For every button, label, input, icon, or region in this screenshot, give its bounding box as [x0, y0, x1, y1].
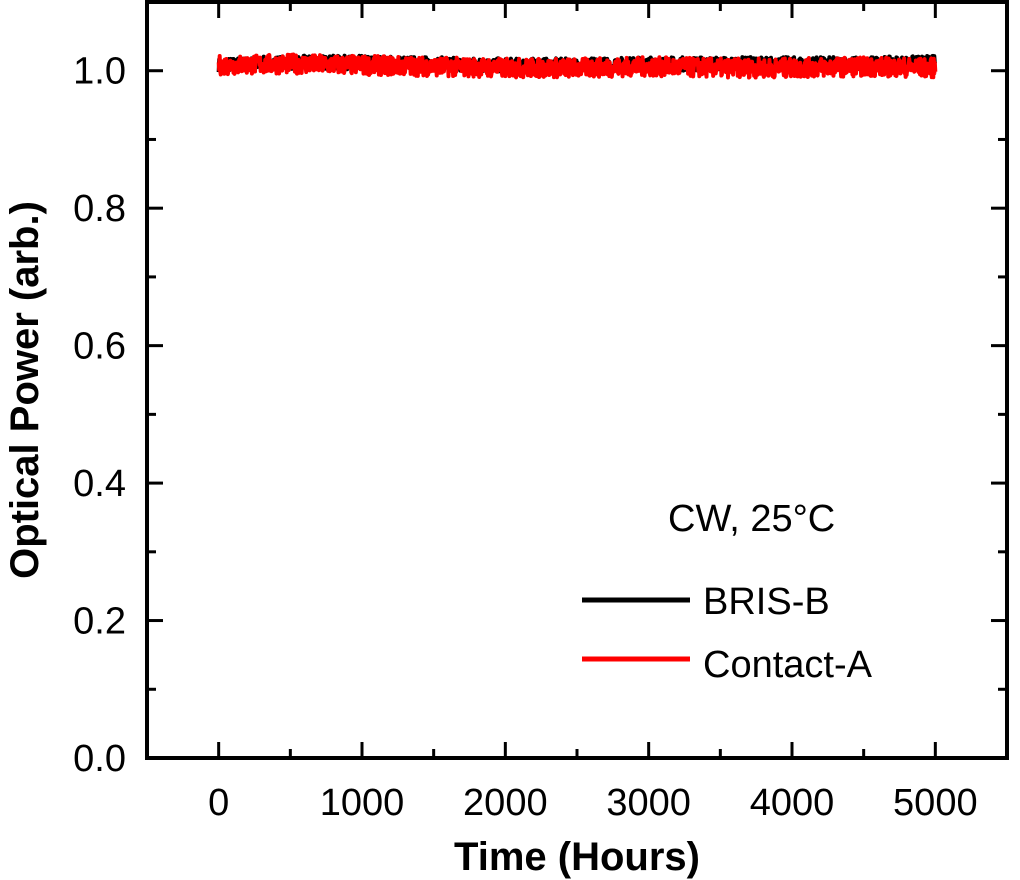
data-point — [575, 66, 579, 70]
y-tick-label: 1.0 — [73, 51, 126, 93]
legend-label-bris-b: BRIS-B — [703, 581, 830, 623]
data-point — [360, 63, 364, 67]
data-point — [647, 65, 651, 69]
ticks — [147, 2, 1007, 760]
y-tick-label: 0.8 — [73, 188, 126, 230]
x-tick-label: 0 — [208, 782, 229, 824]
series-noise-trace — [216, 52, 938, 80]
x-tick-label: 3000 — [606, 782, 691, 824]
x-axis-title: Time (Hours) — [454, 835, 700, 879]
data-point — [790, 66, 794, 70]
y-tick-label: 0.0 — [73, 738, 126, 780]
legend-label-contact-a: Contact-A — [703, 644, 873, 686]
data-point — [933, 66, 937, 70]
x-tick-label: 2000 — [463, 782, 548, 824]
x-tick-label: 5000 — [893, 782, 978, 824]
data-point — [217, 63, 221, 67]
legend: BRIS-B Contact-A — [582, 581, 873, 686]
data-point — [503, 66, 507, 70]
x-tick-label: 4000 — [750, 782, 835, 824]
y-tick-label: 0.2 — [73, 601, 126, 643]
plot-frame — [145, 0, 1009, 760]
series-contact-a — [216, 52, 938, 80]
x-tick-label: 1000 — [320, 782, 405, 824]
data-point — [432, 65, 436, 69]
data-point — [862, 65, 866, 69]
series-layer — [216, 52, 938, 80]
tick-labels: 0 1000 2000 3000 4000 5000 0.0 0.2 0.4 0.6 0.8 1.0 — [73, 51, 977, 824]
data-point — [718, 66, 722, 70]
y-tick-label: 0.4 — [73, 463, 126, 505]
y-axis-title: Optical Power (arb.) — [3, 201, 47, 579]
data-point — [288, 62, 292, 66]
condition-annotation: CW, 25°C — [668, 498, 835, 540]
y-tick-label: 0.6 — [73, 326, 126, 368]
